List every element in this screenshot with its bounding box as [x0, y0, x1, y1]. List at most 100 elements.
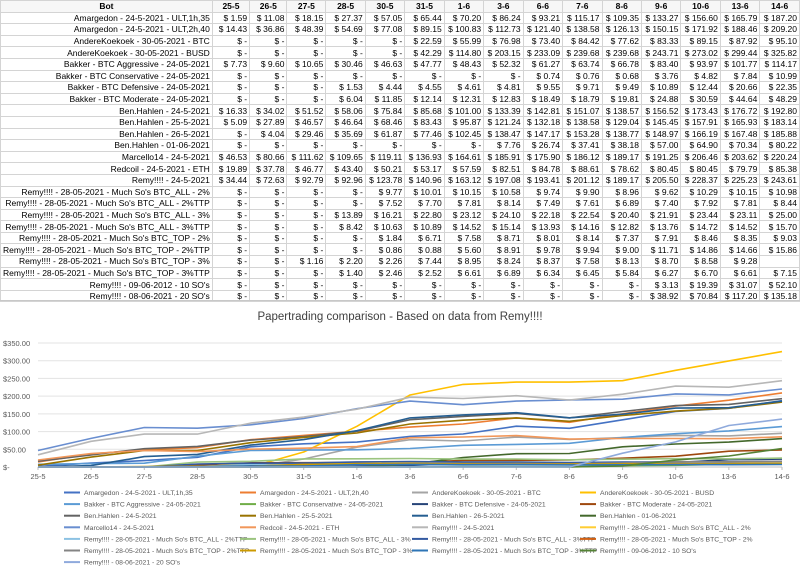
value-cell[interactable]: $ 43.40 [325, 162, 366, 175]
value-cell[interactable]: $ 12.14 [404, 92, 445, 106]
value-cell[interactable]: $ 171.92 [680, 23, 721, 36]
value-cell[interactable]: $ 77.46 [404, 127, 445, 141]
value-cell[interactable]: $ - [211, 197, 251, 210]
legend-entry[interactable]: Remy!!!! - 28-05-2021 - Much So's BTC_AL… [84, 536, 248, 543]
value-cell[interactable]: $ - [325, 243, 366, 257]
value-cell[interactable]: $ - [404, 139, 445, 152]
value-cell[interactable]: $ 57.59 [443, 162, 485, 175]
value-cell[interactable]: $ 88.61 [562, 162, 603, 175]
bot-name-cell[interactable]: AndereKoekoek - 30-05-2021 - BTC [0, 34, 213, 48]
value-cell[interactable]: $ 10.89 [404, 220, 445, 233]
bot-name-cell[interactable]: Remy!!!! - 28-05-2021 - Much So's BTC_TO… [0, 266, 213, 280]
bot-name-cell[interactable]: Amargedon - 24-5-2021 - ULT,2h,40 [0, 23, 213, 36]
bot-name-cell[interactable]: Remy!!!! - 28-05-2021 - Much So's BTC_TO… [0, 255, 213, 268]
value-cell[interactable]: $ 22.35 [759, 81, 800, 94]
value-cell[interactable]: $ 14.43 [211, 23, 251, 36]
value-cell[interactable]: $ 7.84 [719, 69, 761, 83]
bot-name-cell[interactable]: Bakker - BTC Conservative - 24-05-2021 [0, 69, 213, 83]
value-cell[interactable]: $ 14.72 [680, 220, 721, 233]
value-cell[interactable]: $ - [364, 139, 406, 152]
value-cell[interactable]: $ 15.70 [759, 220, 800, 233]
value-cell[interactable]: $ 4.44 [364, 81, 406, 94]
value-cell[interactable]: $ - [286, 185, 327, 199]
value-cell[interactable]: $ - [286, 46, 327, 59]
value-cell[interactable]: $ - [249, 278, 288, 291]
value-cell[interactable]: $ 129.04 [601, 115, 642, 129]
value-cell[interactable]: $ 206.46 [680, 150, 721, 164]
value-cell[interactable]: $ 101.00 [443, 104, 485, 117]
value-cell[interactable]: $ 70.34 [719, 139, 761, 152]
value-cell[interactable]: $ 36.86 [249, 23, 288, 36]
value-cell[interactable]: $ 9.55 [522, 81, 564, 94]
value-cell[interactable]: $ 13.89 [325, 208, 366, 222]
value-cell[interactable]: $ - [562, 278, 603, 291]
value-cell[interactable]: $ 23.12 [443, 208, 485, 222]
value-cell[interactable]: $ 14.66 [719, 243, 761, 257]
value-cell[interactable]: $ 0.88 [404, 243, 445, 257]
value-cell[interactable]: $ 10.15 [719, 185, 761, 199]
value-cell[interactable]: $ 13.76 [640, 220, 682, 233]
bot-name-cell[interactable]: Remy!!!! - 28-05-2021 - Much So's BTC_AL… [0, 220, 213, 233]
value-cell[interactable]: $ 147.17 [522, 127, 564, 141]
value-cell[interactable]: $ - [211, 220, 251, 233]
value-cell[interactable]: $ 95.10 [759, 34, 800, 48]
value-cell[interactable]: $ 183.14 [759, 115, 800, 129]
value-cell[interactable]: $ 2.26 [364, 255, 406, 268]
value-cell[interactable]: $ 46.63 [364, 57, 406, 71]
value-cell[interactable]: $ 19.39 [680, 278, 721, 291]
value-cell[interactable]: $ 68.46 [364, 115, 406, 129]
value-cell[interactable]: $ 156.60 [680, 11, 721, 25]
value-cell[interactable]: $ 299.44 [719, 46, 761, 59]
value-cell[interactable]: $ - [211, 81, 251, 94]
value-cell[interactable]: $ 12.82 [601, 220, 642, 233]
value-cell[interactable]: $ 138.58 [562, 115, 603, 129]
value-cell[interactable]: $ 83.40 [640, 57, 682, 71]
value-cell[interactable]: $ - [443, 139, 485, 152]
value-cell[interactable]: $ 37.78 [249, 162, 288, 175]
value-cell[interactable]: $ 46.77 [286, 162, 327, 175]
value-cell[interactable]: $ 209.20 [759, 23, 800, 36]
bot-name-cell[interactable]: Bakker - BTC Defensive - 24-05-2021 [0, 81, 213, 94]
value-cell[interactable]: $ - [325, 34, 366, 48]
legend-entry[interactable]: Amargedon - 24-5-2021 - ULT,1h,35 [84, 490, 193, 497]
value-cell[interactable]: $ 6.45 [562, 266, 603, 280]
value-cell[interactable]: $ - [325, 197, 366, 210]
value-cell[interactable]: $ 7.15 [759, 266, 800, 280]
bot-name-cell[interactable]: Ben.Hahlen - 26-5-2021 [0, 127, 213, 141]
value-cell[interactable]: $ 14.16 [562, 220, 603, 233]
value-cell[interactable]: $ 63.74 [562, 57, 603, 71]
value-cell[interactable]: $ 145.45 [640, 115, 682, 129]
value-cell[interactable]: $ - [211, 185, 251, 199]
legend-entry[interactable]: Remy!!!! - 24-5-2021 [432, 525, 495, 532]
value-cell[interactable]: $ 14.86 [680, 243, 721, 257]
value-cell[interactable]: $ 50.21 [364, 162, 406, 175]
value-cell[interactable]: $ 0.86 [364, 243, 406, 257]
value-cell[interactable]: $ 2.52 [404, 266, 445, 280]
value-cell[interactable]: $ 10.15 [443, 185, 485, 199]
value-cell[interactable]: $ - [286, 220, 327, 233]
value-cell[interactable]: $ - [325, 185, 366, 199]
value-cell[interactable]: $ 243.61 [759, 173, 800, 187]
value-cell[interactable]: $ 80.45 [680, 162, 721, 175]
value-cell[interactable]: $ - [286, 208, 327, 222]
value-cell[interactable]: $ 109.35 [601, 11, 642, 25]
legend-entry[interactable]: Remy!!!! - 28-05-2021 - Much So's BTC_TO… [84, 548, 250, 555]
value-cell[interactable]: $ 7.92 [680, 197, 721, 210]
value-cell[interactable]: $ 52.10 [759, 278, 800, 291]
value-cell[interactable]: $ 166.19 [680, 127, 721, 141]
value-cell[interactable]: $ - [286, 231, 327, 245]
value-cell[interactable]: $ - [364, 46, 406, 59]
value-cell[interactable]: $ 133.27 [640, 11, 682, 25]
header-date[interactable]: 3-6 [483, 0, 524, 13]
value-cell[interactable]: $ - [325, 289, 366, 303]
legend-entry[interactable]: Bakker - BTC Conservative - 24-05-2021 [260, 502, 383, 509]
series-line[interactable] [37, 425, 783, 466]
value-cell[interactable]: $ 3.76 [640, 69, 682, 83]
value-cell[interactable]: $ 6.34 [522, 266, 564, 280]
value-cell[interactable]: $ - [286, 278, 327, 291]
value-cell[interactable]: $ 7.37 [601, 231, 642, 245]
value-cell[interactable]: $ 0.76 [562, 69, 603, 83]
value-cell[interactable]: $ 8.44 [759, 197, 800, 210]
value-cell[interactable]: $ 31.07 [719, 278, 761, 291]
value-cell[interactable]: $ 26.74 [522, 139, 564, 152]
